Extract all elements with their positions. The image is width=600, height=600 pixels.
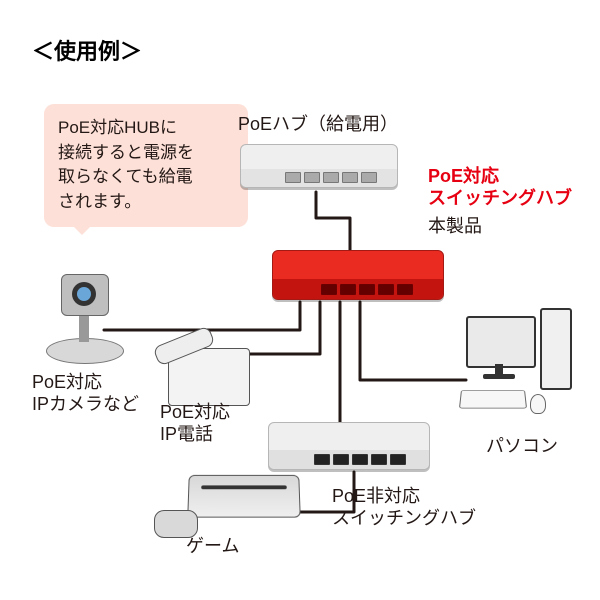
label-this-product: 本製品 xyxy=(428,214,482,238)
port-icon xyxy=(323,172,339,183)
port-icon xyxy=(342,172,358,183)
port-icon xyxy=(378,284,394,295)
port-icon xyxy=(340,284,356,295)
cable xyxy=(104,302,300,330)
port-icon xyxy=(285,172,301,183)
ip-camera xyxy=(46,266,132,366)
port-icon xyxy=(314,454,330,465)
poe-switching-hub xyxy=(272,250,444,300)
port-icon xyxy=(390,454,406,465)
label-phone-2: IP電話 xyxy=(160,422,213,446)
label-phone-1: PoE対応 xyxy=(160,400,230,424)
cable xyxy=(316,192,350,254)
label-poe-switch-1: PoE対応 xyxy=(428,164,499,188)
port-icon xyxy=(321,284,337,295)
label-camera-2: IPカメラなど xyxy=(32,392,139,416)
label-camera-1: PoE対応 xyxy=(32,370,102,394)
label-poe-switch-2: スイッチングハブ xyxy=(428,186,572,210)
port-icon xyxy=(361,172,377,183)
label-game: ゲーム xyxy=(186,534,239,558)
label-pc: パソコン xyxy=(486,434,558,458)
port-icon xyxy=(352,454,368,465)
ip-phone xyxy=(158,330,258,406)
pc xyxy=(466,316,586,436)
label-non-poe-1: PoE非対応 xyxy=(332,484,420,508)
port-icon xyxy=(333,454,349,465)
port-icon xyxy=(397,284,413,295)
diagram-stage: ＜使用例＞ PoE対応HUBに 接続すると電源を 取らなくても給電 されます。 xyxy=(0,0,600,600)
label-poe-hub: PoEハブ（給電用） xyxy=(238,112,398,136)
label-non-poe-2: スイッチングハブ xyxy=(332,506,476,530)
port-icon xyxy=(304,172,320,183)
port-icon xyxy=(359,284,375,295)
poe-hub xyxy=(240,144,398,188)
cable xyxy=(360,302,466,380)
port-icon xyxy=(371,454,387,465)
non-poe-hub xyxy=(268,422,430,470)
